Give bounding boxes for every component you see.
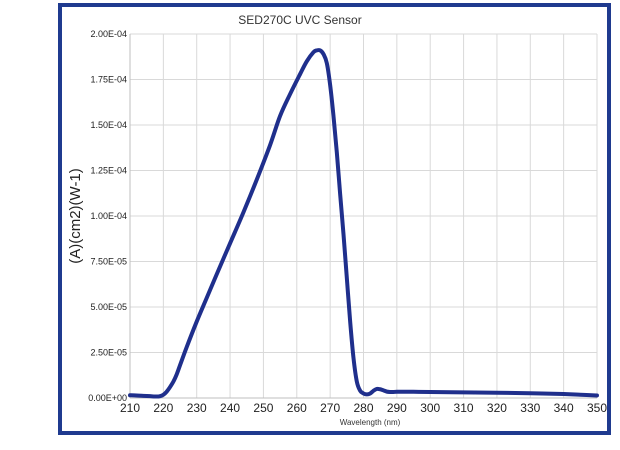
x-tick-label: 350: [587, 401, 607, 415]
y-tick-label: 2.00E-04: [90, 29, 127, 39]
x-tick-label: 210: [120, 401, 140, 415]
y-tick-label: 7.50E-05: [90, 257, 127, 267]
x-tick-label: 300: [420, 401, 440, 415]
x-tick-label: 290: [387, 401, 407, 415]
chart-frame: [58, 3, 611, 435]
x-axis-label: Wavelength (nm): [340, 418, 401, 427]
x-tick-label: 310: [454, 401, 474, 415]
x-tick-label: 240: [220, 401, 240, 415]
y-tick-labels: 0.00E+00 2.50E-05 5.00E-05 7.50E-05 1.00E-04…: [88, 29, 127, 403]
y-tick-label: 1.00E-04: [90, 211, 127, 221]
y-tick-label: 1.75E-04: [90, 75, 127, 85]
x-tick-label: 250: [253, 401, 273, 415]
x-tick-label: 330: [520, 401, 540, 415]
axes: [129, 34, 597, 399]
grid-lines: [129, 33, 598, 399]
y-tick-label: 1.25E-04: [90, 166, 127, 176]
y-tick-label: 0.00E+00: [88, 393, 127, 403]
y-tick-label: 2.50E-05: [90, 348, 127, 358]
series-line: [128, 48, 599, 399]
x-tick-label: 260: [287, 401, 307, 415]
x-tick-label: 220: [153, 401, 173, 415]
chart-title: SED270C UVC Sensor: [238, 13, 361, 27]
x-tick-label: 340: [554, 401, 574, 415]
x-tick-labels: 210 220 230 240 250 260 270 280 290 300 310 320 330 3…: [120, 401, 607, 415]
x-tick-label: 270: [320, 401, 340, 415]
x-tick-label: 320: [487, 401, 507, 415]
x-tick-label: 230: [187, 401, 207, 415]
x-tick-label: 280: [353, 401, 373, 415]
y-tick-label: 1.50E-04: [90, 120, 127, 130]
y-tick-label: 5.00E-05: [90, 302, 127, 312]
y-axis-label: (A)(cm2)(W-1): [67, 168, 84, 264]
